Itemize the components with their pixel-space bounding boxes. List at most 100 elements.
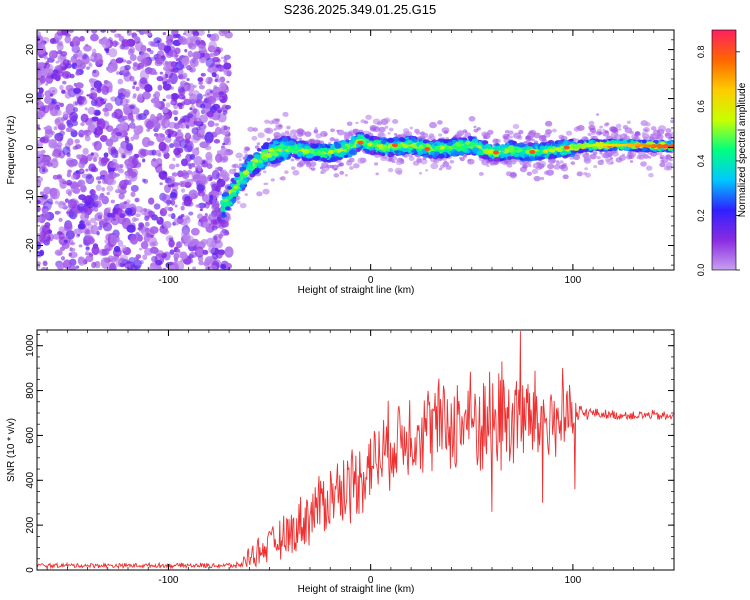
spectrogram-ridge-cell [602, 139, 607, 143]
spectrogram-halo-cell [481, 131, 489, 137]
spectrogram-halo-cell [309, 161, 317, 167]
spectrogram-noise-cell [213, 139, 221, 144]
spectrogram-noise-cell [162, 98, 166, 102]
spectrogram-halo-cell [239, 202, 247, 209]
spectrogram-band-cell [621, 143, 625, 147]
spectrogram-halo-cell [445, 165, 452, 171]
spectrogram-halo-cell [353, 163, 360, 169]
spectrogram-noise-cell [80, 113, 89, 123]
spectrogram-ridge-cell [386, 137, 395, 143]
spectrogram-noise-cell [168, 213, 172, 217]
spectrogram-ridge-cell [334, 143, 342, 149]
spectrogram-halo-cell [330, 128, 335, 133]
spectrogram-noise-cell [129, 104, 136, 109]
spectrogram-noise-cell [206, 33, 212, 38]
spectrogram-noise-cell [133, 125, 143, 135]
spectrogram-noise-cell [89, 188, 95, 195]
spectrogram-noise-cell [211, 203, 220, 211]
spectrogram-halo-cell [440, 164, 445, 169]
spectrogram-noise-cell [163, 251, 171, 261]
spectrogram-ridge-cell [334, 152, 339, 157]
bottom-y-tick-label: 800 [25, 382, 36, 399]
spectrogram-halo-cell [375, 125, 379, 129]
spectrogram-noise-cell [124, 263, 131, 269]
spectrogram-noise-cell [199, 208, 203, 212]
spectrogram-ridge-cell [254, 162, 259, 166]
spectrogram-halo-cell [601, 152, 609, 159]
bottom-y-axis-label: SNR (10 * v/v) [6, 418, 17, 482]
spectrogram-noise-cell [108, 48, 118, 58]
spectrogram-band-cell [661, 144, 666, 148]
spectrogram-halo-cell [247, 126, 254, 132]
spectrogram-ridge-cell [493, 145, 499, 150]
spectrogram-noise-cell [147, 32, 152, 37]
spectrogram-noise-cell [50, 159, 59, 169]
spectrogram-halo-cell [602, 128, 606, 132]
spectrogram-noise-cell [149, 226, 159, 234]
bottom-x-axis-label: Height of straight line (km) [298, 584, 415, 595]
spectrogram-halo-cell [408, 156, 415, 162]
spectrogram-ridge-cell [328, 153, 332, 156]
spectrogram-halo-cell [641, 132, 645, 135]
spectrogram-noise-cell [162, 194, 171, 204]
spectrogram-noise-cell [185, 132, 191, 139]
spectrogram-halo-cell [645, 165, 653, 171]
spectrogram-halo-cell [658, 125, 667, 132]
spectrogram-noise-cell [120, 204, 125, 209]
spectrogram-band-cell [637, 144, 641, 147]
spectrogram-noise-cell [92, 69, 97, 74]
spectrogram-noise-cell [162, 267, 167, 270]
spectrogram-noise-cell [204, 213, 208, 218]
spectrogram-noise-cell [146, 48, 152, 52]
spectrogram-halo-cell [478, 171, 484, 176]
spectrogram-halo-cell [532, 162, 541, 169]
spectrogram-noise-cell [175, 136, 185, 143]
spectrogram-ridge-cell [619, 145, 625, 150]
spectrogram-noise-cell [223, 62, 232, 70]
spectrogram-halo-cell [513, 132, 522, 139]
spectrogram-noise-cell [216, 78, 223, 83]
spectrogram-halo-cell [612, 128, 617, 133]
spectrogram-noise-cell [69, 247, 73, 252]
spectrogram-noise-cell [81, 198, 87, 204]
spectrogram-halo-cell [462, 129, 468, 133]
spectrogram-noise-cell [173, 142, 179, 147]
spectrogram-halo-cell [531, 168, 539, 175]
spectrogram-ridge-cell [373, 136, 379, 141]
spectrogram-noise-cell [199, 175, 209, 186]
spectrogram-noise-cell [168, 239, 175, 248]
spectrogram-noise-cell [221, 172, 229, 180]
spectrogram-ridge-cell [323, 158, 327, 162]
spectrogram-noise-cell [183, 98, 192, 106]
spectrogram-noise-cell [206, 237, 215, 248]
spectrogram-halo-cell [256, 191, 263, 197]
spectrogram-halo-cell [555, 162, 561, 166]
spectrogram-noise-cell [147, 210, 156, 218]
spectrogram-noise-cell [194, 246, 205, 258]
spectrogram-noise-cell [188, 43, 197, 50]
spectrogram-noise-cell [192, 108, 198, 114]
spectrogram-noise-cell [153, 132, 159, 137]
spectrogram-noise-cell [182, 115, 191, 124]
spectrogram-noise-cell [69, 111, 78, 122]
spectrogram-ridge-cell [278, 156, 285, 161]
spectrogram-noise-cell [73, 107, 79, 113]
spectrogram-halo-cell [364, 120, 369, 124]
spectrogram-halo-cell [583, 172, 588, 176]
spectrogram-noise-cell [154, 60, 163, 67]
spectrogram-halo-cell [295, 137, 299, 140]
spectrogram-noise-cell [220, 147, 229, 156]
spectrogram-band-cell [639, 144, 643, 147]
spectrogram-noise-cell [90, 217, 97, 223]
spectrogram-halo-cell [576, 171, 583, 177]
spectrogram-noise-cell [43, 159, 51, 166]
spectrogram-band-cell [605, 143, 609, 147]
spectrogram-noise-cell [175, 163, 180, 168]
spectrogram-noise-cell [41, 193, 49, 200]
spectrogram-halo-cell [408, 154, 413, 158]
spectrogram-ridge-cell [306, 153, 314, 159]
spectrogram-halo-cell [531, 138, 535, 142]
spectrogram-ridge-cell [543, 149, 549, 153]
spectrogram-noise-cell [226, 149, 231, 153]
